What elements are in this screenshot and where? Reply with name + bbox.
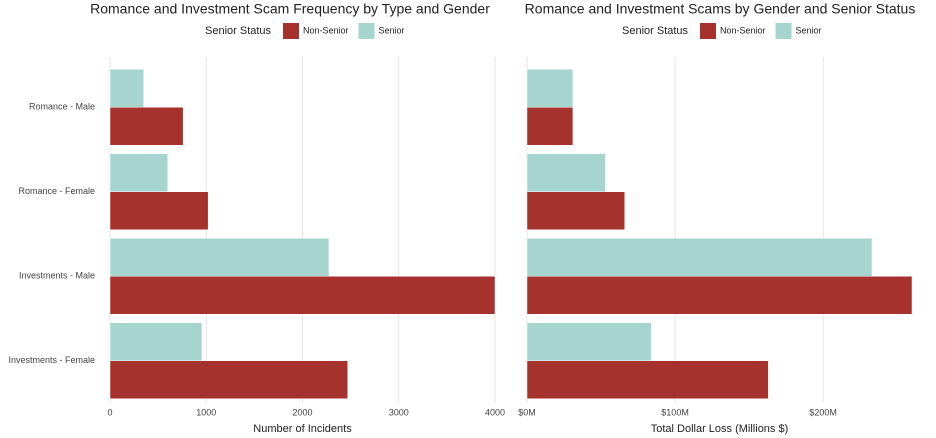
bar (109, 68, 144, 108)
y-tick-label: Investments - Female (8, 355, 95, 365)
bar (526, 68, 574, 108)
legend-swatch (283, 23, 299, 39)
bar (109, 153, 168, 193)
legend-label: Senior (796, 25, 822, 35)
bar (109, 276, 496, 315)
x-tick-label: $200M (809, 407, 837, 417)
bar (526, 107, 574, 146)
legend-swatch (700, 23, 716, 39)
bar (109, 191, 209, 231)
x-axis-title: Total Dollar Loss (Millions $) (651, 423, 789, 435)
bar (526, 153, 606, 193)
bar (526, 191, 625, 231)
chart-title: Romance and Investment Scams by Gender a… (525, 1, 916, 17)
legend-label: Senior (379, 25, 405, 35)
legend-swatch (775, 23, 792, 39)
bar (109, 322, 203, 362)
legend-label: Non-Senior (303, 25, 349, 35)
bar (526, 322, 652, 362)
legend-swatch (358, 23, 375, 39)
x-axis-title: Number of Incidents (253, 423, 352, 435)
x-tick-label: 0 (107, 407, 112, 417)
x-tick-label: 1000 (196, 407, 216, 417)
y-tick-label: Romance - Female (18, 186, 95, 196)
x-tick-label: $0M (518, 407, 536, 417)
x-tick-label: 3000 (389, 407, 409, 417)
bar (526, 360, 769, 400)
chart-title: Romance and Investment Scam Frequency by… (90, 1, 490, 17)
bar (109, 107, 184, 146)
x-tick-label: $100M (661, 407, 689, 417)
legend-title: Senior Status (622, 25, 689, 37)
legend-label: Non-Senior (720, 25, 766, 35)
bar (109, 237, 330, 277)
bar (109, 360, 348, 400)
y-tick-label: Investments - Male (19, 271, 95, 281)
x-tick-label: 2000 (292, 407, 312, 417)
legend-title: Senior Status (205, 25, 272, 37)
x-tick-label: 4000 (485, 407, 505, 417)
bar (526, 237, 873, 277)
bar (526, 276, 913, 315)
y-tick-label: Romance - Male (29, 102, 95, 112)
